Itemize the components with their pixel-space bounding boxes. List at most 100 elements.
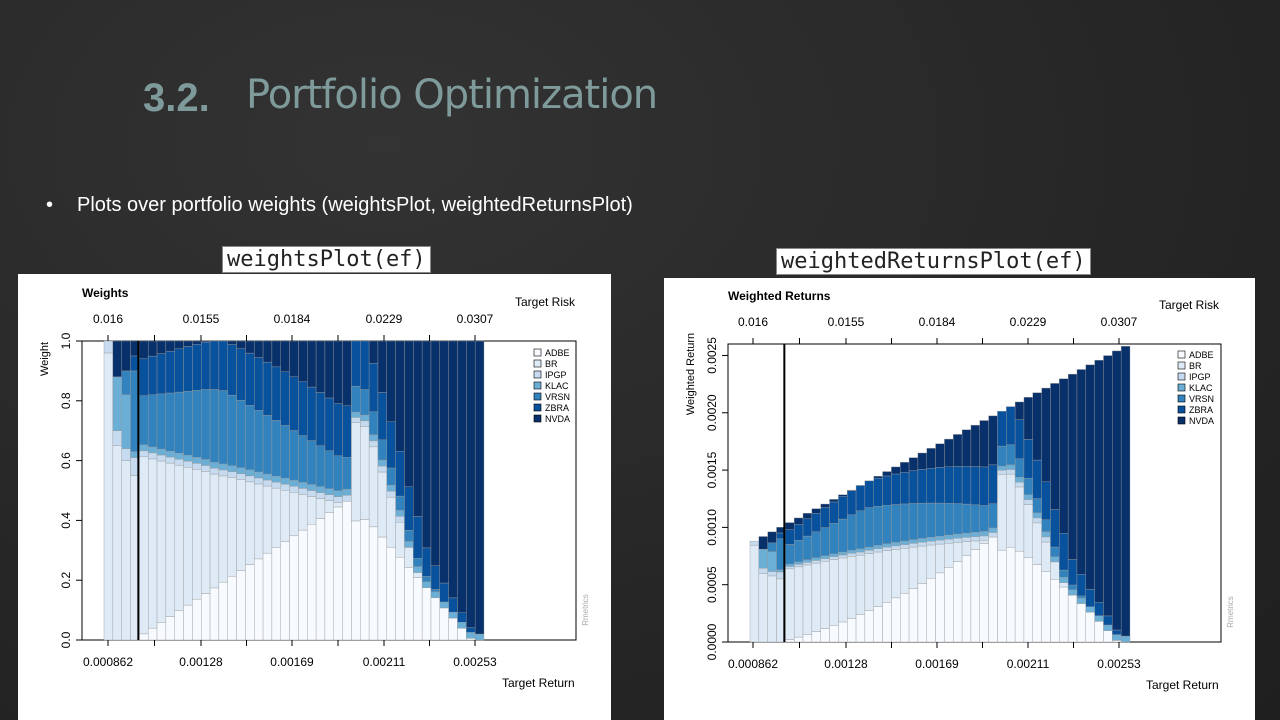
bar-segment-nvda — [404, 340, 414, 488]
bar-segment-klac — [156, 448, 167, 456]
bar-segment-adbe — [900, 593, 910, 643]
bar-segment-adbe — [324, 512, 334, 641]
bar-segment-nvda — [192, 340, 202, 345]
bar-segment-zbra — [192, 343, 202, 391]
bar-segment-zbra — [1006, 406, 1016, 446]
bar-segment-ipgp — [882, 547, 892, 551]
bar-segment-nvda — [227, 340, 237, 345]
bar-segment-zbra — [1032, 459, 1042, 499]
bar-segment-klac — [351, 411, 361, 418]
bar-segment-klac — [935, 535, 945, 541]
bar-segment-zbra — [811, 512, 821, 533]
bar-segment-klac — [360, 414, 370, 422]
bar-segment-ipgp — [227, 471, 237, 478]
bar-segment-br — [953, 542, 963, 562]
bar-segment-klac — [112, 376, 122, 431]
bar-segment-adbe — [254, 558, 264, 641]
bar-segment-klac — [1014, 477, 1025, 483]
bar-segment-br — [236, 479, 246, 571]
legend-label-zbra: ZBRA — [545, 403, 569, 413]
bar-segment-klac — [970, 532, 980, 537]
bar-segment-zbra — [979, 466, 989, 506]
bar-segment-nvda — [421, 340, 432, 549]
bar-segment-zbra — [829, 501, 839, 524]
bar-segment-ipgp — [988, 532, 998, 538]
bar-segment-klac — [289, 480, 299, 487]
bar-segment-klac — [333, 490, 343, 497]
bar-segment-vrsn — [970, 504, 980, 533]
bar-segment-klac — [785, 563, 795, 567]
bar-segment-nvda — [139, 340, 149, 359]
y-tick-label: 0.0 — [59, 631, 73, 648]
bar-segment-br — [307, 496, 317, 525]
bar-segment-zbra — [298, 381, 308, 436]
weighted-returns-plot-code-label: weightedReturnsPlot(ef) — [776, 248, 1091, 275]
bar-segment-vrsn — [793, 540, 804, 563]
legend-swatch — [1177, 383, 1186, 392]
bar-segment-adbe — [988, 536, 998, 643]
bar-segment-nvda — [307, 340, 317, 388]
legend-label-adbe: ADBE — [545, 348, 570, 358]
bar-segment-br — [873, 551, 883, 607]
bar-segment-adbe — [1023, 557, 1033, 643]
bar-segment-br — [227, 477, 237, 577]
bar-segment-vrsn — [953, 503, 963, 535]
top-tick-label: 0.0184 — [274, 312, 311, 326]
bar-segment-adbe — [864, 610, 874, 643]
bar-segment-vrsn — [900, 503, 910, 542]
bar-segment-klac — [891, 542, 901, 547]
legend-swatch — [1177, 372, 1186, 381]
top-axis-label: Target Risk — [515, 295, 576, 309]
bar-segment-nvda — [439, 340, 449, 584]
bar-segment-adbe — [156, 622, 167, 641]
bar-segment-nvda — [917, 452, 927, 470]
y-tick-label: 0.0015 — [705, 451, 719, 488]
bullet-text: Plots over portfolio weights (weightsPlo… — [77, 194, 633, 216]
bar-segment-adbe — [165, 616, 175, 641]
bar-segment-vrsn — [847, 514, 857, 551]
bar-segment-nvda — [1041, 387, 1051, 482]
bar-segment-vrsn — [315, 445, 326, 487]
bar-segment-klac — [917, 538, 927, 543]
bar-segment-klac — [139, 444, 149, 452]
bar-segment-nvda — [315, 340, 326, 393]
bar-segment-vrsn — [183, 391, 193, 456]
bar-segment-br — [395, 522, 405, 558]
bar-segment-klac — [997, 465, 1007, 471]
bar-segment-nvda — [1120, 346, 1131, 637]
bar-segment-vrsn — [838, 518, 848, 553]
bar-segment-nvda — [377, 340, 387, 393]
bar-segment-ipgp — [953, 538, 963, 543]
bar-segment-ipgp — [758, 567, 768, 574]
bar-segment-vrsn — [404, 529, 414, 542]
x-tick-label: 0.00211 — [363, 655, 406, 669]
bar-segment-zbra — [218, 340, 228, 391]
bar-segment-ipgp — [847, 553, 857, 557]
bar-segment-vrsn — [156, 393, 167, 450]
bar-segment-adbe — [377, 536, 387, 641]
bar-segment-zbra — [953, 466, 963, 504]
bar-segment-zbra — [324, 397, 334, 451]
top-tick-label: 0.0184 — [919, 315, 956, 329]
legend-label-ipgp: IPGP — [1189, 372, 1211, 382]
bar-segment-klac — [307, 484, 317, 491]
bar-segment-vrsn — [1006, 444, 1016, 466]
bar-segment-ipgp — [165, 456, 175, 464]
bar-segment-adbe — [236, 570, 246, 641]
bar-segment-zbra — [1094, 602, 1104, 616]
bar-segment-zbra — [377, 392, 387, 441]
bar-segment-nvda — [1059, 378, 1069, 534]
bar-segment-zbra — [351, 340, 361, 387]
bar-segment-vrsn — [767, 542, 777, 552]
bar-segment-zbra — [900, 472, 910, 505]
bar-segment-zbra — [448, 597, 458, 613]
bar-segment-zbra — [360, 340, 370, 390]
bar-segment-ipgp — [333, 496, 343, 503]
bar-segment-klac — [254, 471, 264, 479]
bar-segment-vrsn — [1032, 498, 1042, 514]
bar-segment-zbra — [245, 352, 255, 406]
bar-segment-ipgp — [820, 558, 830, 562]
bar-segment-adbe — [935, 572, 945, 643]
bar-segment-ipgp — [315, 492, 326, 499]
chart-title: Weighted Returns — [728, 289, 831, 303]
